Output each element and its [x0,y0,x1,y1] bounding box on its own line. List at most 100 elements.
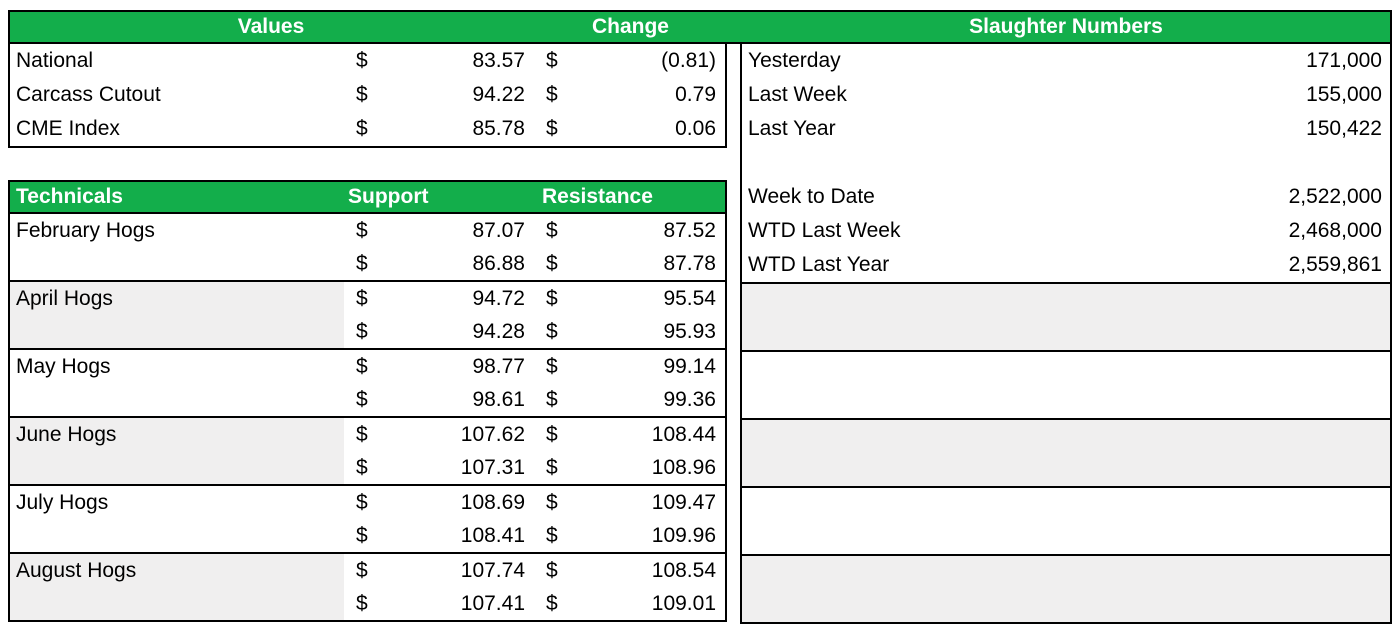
contract-value-row: $107.31 $108.96 [344,451,725,484]
slaughter-label: WTD Last Year [748,253,890,276]
cell-value: 109.47 [651,491,716,514]
currency-symbol: $ [546,320,558,343]
cell-value: 99.14 [663,355,716,378]
cell-value: 109.96 [651,524,716,547]
cell-value: 107.62 [460,423,525,446]
cell-value: 108.41 [460,524,525,547]
slaughter-row: WTD Last Year 2,559,861 [742,248,1390,282]
contract-value-row: $87.07 $87.52 [344,214,725,247]
contract-values: $108.69 $109.47 $108.41 $109.96 [344,486,725,552]
currency-symbol: $ [356,49,368,72]
cell-value: 107.41 [460,592,525,615]
cell-value: 87.52 [663,219,716,242]
contract-pair: February Hogs $87.07 $87.52 $86.88 $87.78 [10,214,725,282]
currency-symbol: $ [546,49,558,72]
contract-pair: June Hogs $107.62 $108.44 $107.31 $108.96 [10,418,725,486]
cell-value: 87.78 [663,252,716,275]
contract-value-row: $108.41 $109.96 [344,519,725,552]
contract-label: February Hogs [16,219,155,242]
values-row: National $83.57 $ (0.81) [10,44,725,78]
metric-value-cell: $94.22 [344,78,532,112]
cell-value: 94.22 [472,83,525,106]
resistance-cell: $108.44 [532,418,725,451]
technicals-header: Technicals [16,185,123,208]
metric-value-cell: $85.78 [344,112,532,146]
resistance-header: Resistance [542,185,653,208]
slaughter-label: Last Week [748,83,847,106]
currency-symbol: $ [546,423,558,446]
currency-symbol: $ [546,252,558,275]
slaughter-panel: Yesterday 171,000 Last Week 155,000 Last Yea… [740,44,1392,624]
values-table: National $83.57 $ (0.81) Carcass Cutout $94.2… [8,44,727,148]
resistance-cell: $87.78 [532,247,725,280]
slaughter-row: Yesterday 171,000 [742,44,1390,78]
currency-symbol: $ [356,456,368,479]
contract-pair: July Hogs $108.69 $109.47 $108.41 $109.96 [10,486,725,554]
contract-value-row: $107.74 $108.54 [344,554,725,587]
currency-symbol: $ [356,320,368,343]
currency-symbol: $ [356,252,368,275]
cell-value: 87.07 [472,219,525,242]
cell-value: 108.96 [651,456,716,479]
top-header-band: Values Change Slaughter Numbers [8,10,1392,44]
contract-label: June Hogs [10,418,344,484]
metric-change-cell: $0.06 [532,112,725,146]
metric-label: CME Index [16,117,120,140]
cell-value: 107.74 [460,559,525,582]
slaughter-row: Last Year 150,422 [742,112,1390,146]
currency-symbol: $ [546,219,558,242]
contract-values: $87.07 $87.52 $86.88 $87.78 [344,214,725,280]
contract-pair: August Hogs $107.74 $108.54 $107.41 $109.01 [10,554,725,622]
currency-symbol: $ [546,83,558,106]
support-cell: $98.77 [344,350,532,383]
technicals-header-band: Technicals Support Resistance [8,180,727,214]
currency-symbol: $ [356,355,368,378]
cell-value: 83.57 [472,49,525,72]
slaughter-table: Yesterday 171,000 Last Week 155,000 Last Yea… [742,44,1390,284]
contract-value-row: $98.77 $99.14 [344,350,725,383]
currency-symbol: $ [356,491,368,514]
currency-symbol: $ [356,423,368,446]
contract-values: $107.62 $108.44 $107.31 $108.96 [344,418,725,484]
metric-label: Carcass Cutout [16,83,161,106]
contract-value-row: $108.69 $109.47 [344,486,725,519]
slaughter-label: Last Year [748,117,836,140]
resistance-cell: $99.14 [532,350,725,383]
currency-symbol: $ [546,117,558,140]
cell-value: (0.81) [661,49,716,72]
currency-symbol: $ [356,592,368,615]
metric-change-cell: $ (0.81) [532,44,725,78]
support-cell: $107.74 [344,554,532,587]
cell-value: 107.31 [460,456,525,479]
support-cell: $86.88 [344,247,532,280]
support-cell: $107.62 [344,418,532,451]
currency-symbol: $ [356,83,368,106]
cell-value: 94.28 [472,320,525,343]
metric-change-cell: $0.79 [532,78,725,112]
currency-symbol: $ [356,524,368,547]
resistance-cell: $109.96 [532,519,725,552]
resistance-cell: $99.36 [532,383,725,416]
currency-symbol: $ [546,491,558,514]
currency-symbol: $ [356,559,368,582]
slaughter-value: 150,422 [1306,117,1382,140]
currency-symbol: $ [546,559,558,582]
cell-value: 99.36 [663,388,716,411]
slaughter-empty-bands [742,284,1390,624]
contract-pair: May Hogs $98.77 $99.14 $98.61 $99.36 [10,350,725,418]
currency-symbol: $ [546,456,558,479]
cell-value: 98.77 [472,355,525,378]
contract-values: $107.74 $108.54 $107.41 $109.01 [344,554,725,620]
support-cell: $107.31 [344,451,532,484]
contract-value-row: $98.61 $99.36 [344,383,725,416]
values-row: Carcass Cutout $94.22 $0.79 [10,78,725,112]
slaughter-row [742,146,1390,180]
currency-symbol: $ [546,524,558,547]
currency-symbol: $ [546,592,558,615]
contract-value-row: $107.62 $108.44 [344,418,725,451]
contract-value-row: $94.72 $95.54 [344,282,725,315]
contract-label: July Hogs [16,491,109,514]
cell-value: 0.06 [675,117,716,140]
contract-value-row: $86.88 $87.78 [344,247,725,280]
